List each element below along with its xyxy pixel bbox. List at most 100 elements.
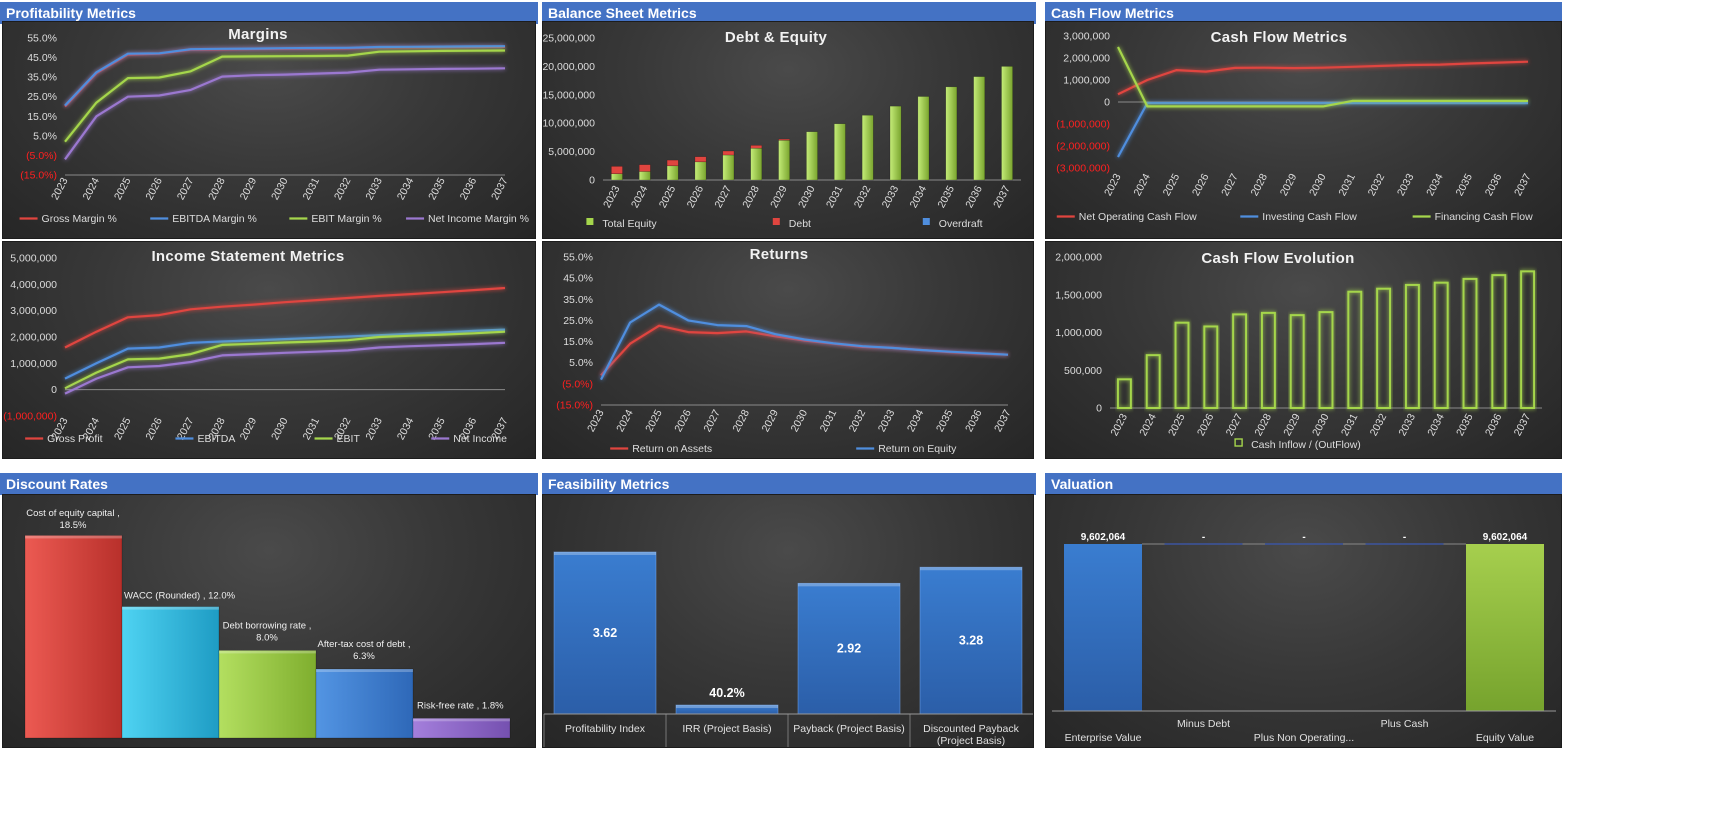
data-label-line: 8.0% [256,632,278,643]
y-tick-label: 5,000,000 [10,253,57,265]
legend-item: Gross Margin % [19,213,117,225]
y-tick-label: (15.0%) [20,170,57,182]
bar [1433,281,1449,409]
legend-item: Net Income [431,433,507,445]
y-tick-label: 1,000,000 [1063,75,1110,87]
margins-chart: Margins 55.0% 45.0% 35.0% 25.0% 15.0% 5.0% (5.0… [19,26,529,225]
section-header-cash-flow: Cash Flow Metrics [1045,2,1562,24]
legend-item: EBIT Margin % [289,213,382,225]
bar [694,161,707,181]
cash-flow-metrics-chart-panel: Cash Flow Metrics 3,000,000 2,000,000 1,000… [1045,21,1562,239]
data-label: Cost of equity capital ,18.5% [26,508,119,531]
bar [834,123,846,181]
series-line-net-operating-cash-flow [1117,60,1529,96]
data-label: After-tax cost of debt ,6.3% [318,639,411,662]
y-tick-label: 5.0% [569,357,593,369]
bar [315,668,414,739]
data-label: 9,602,064 [1081,532,1126,543]
bar [1318,311,1334,409]
x-tick-label: 2024 [1137,412,1159,438]
data-label-line: 18.5% [60,520,87,531]
category-label: Profitability Index [565,723,646,735]
x-tick-label: 2028 [1252,412,1274,438]
category-label: Minus Debt [1177,718,1230,730]
bar [24,535,123,739]
legend-item: Net Operating Cash Flow [1056,211,1197,223]
x-tick-label: 2033 [1396,412,1418,438]
x-tick-label: 2037 [991,184,1013,210]
y-tick-label: 10,000,000 [543,118,595,130]
x-tick-label: 2034 [395,416,417,442]
series-line-ebit-margin- [64,49,506,143]
chart-title: Cash Flow Evolution [1201,250,1354,267]
x-tick-label: 2035 [426,176,448,202]
x-tick-label: 2027 [1219,172,1241,198]
bar-top-highlight [413,718,510,722]
y-tick-label: 25.0% [563,315,593,327]
category-label: Plus Non Operating... [1254,732,1354,744]
legend-swatch [772,218,780,225]
y-tick-label: 15.0% [563,336,593,348]
x-tick-label: 2032 [852,184,874,210]
data-label: 40.2% [709,686,744,700]
y-tick-label: 4,000,000 [10,279,57,291]
category-label: Equity Value [1476,732,1534,744]
bar [121,606,220,739]
x-tick-label: 2024 [81,176,103,202]
bar [917,96,930,181]
y-tick-label: (15.0%) [556,400,593,412]
data-label-line: Debt borrowing rate , [223,620,312,631]
x-tick-label: 2028 [1249,172,1271,198]
y-tick-label: 2,000,000 [1055,252,1102,264]
data-label-line: Cost of equity capital , [26,508,119,519]
y-tick-label: 15,000,000 [543,89,595,101]
y-tick-label: (1,000,000) [3,411,57,423]
chart-title: Cash Flow Metrics [1211,29,1348,46]
y-tick-label: 45.0% [27,52,57,64]
legend-label: Net Income [453,433,507,445]
bar [1520,270,1536,409]
x-tick-label: 2036 [1483,172,1505,198]
legend-item: EBITDA Margin % [150,213,257,225]
x-tick-label: 2036 [1483,412,1505,438]
x-tick-label: 2030 [269,176,291,202]
series-line-net-income [64,341,506,395]
x-tick-label: 2030 [1310,412,1332,438]
x-tick-label: 2028 [206,176,228,202]
x-tick-label: 2025 [657,184,679,210]
bar [666,159,679,167]
bar-top-highlight [316,669,413,673]
y-tick-label: 20,000,000 [543,61,595,73]
data-label-line: WACC (Rounded) , 12.0% [124,591,236,602]
bar [797,582,901,715]
legend-label: Gross Margin % [42,213,117,225]
category-label: IRR (Project Basis) [682,723,771,735]
y-tick-label: 1,000,000 [10,358,57,370]
y-tick-label: 35.0% [563,294,593,306]
series-line-return-on-equity [600,303,1009,381]
x-tick-label: 2024 [629,184,651,210]
bar [666,165,679,181]
x-tick-label: 2026 [685,184,707,210]
x-tick-label: 2029 [238,176,260,202]
y-tick-label: 55.0% [563,252,593,264]
bar-top-highlight [920,567,1022,571]
income-statement-chart: Income Statement Metrics 5,000,000 4,000,0… [3,248,510,445]
bar [1174,321,1190,409]
bar [861,114,874,181]
section-header-profitability: Profitability Metrics [0,2,538,24]
discount-rates-chart: Cost of equity capital ,18.5% WACC (Round… [24,508,511,739]
bar [889,105,902,181]
y-tick-label: 0 [589,175,595,187]
x-tick-label: 2023 [585,408,607,434]
bar [1145,354,1161,409]
legend-item: Investing Cash Flow [1240,211,1357,223]
data-label: - [1202,532,1205,543]
legend-label: Financing Cash Flow [1435,211,1533,223]
bar-top-highlight [122,606,219,610]
returns-chart: Returns 55.0% 45.0% 35.0% 25.0% 15.0% 5.0% (5.0… [556,246,1013,455]
legend-item: EBIT [314,433,360,445]
bar [553,551,657,715]
x-tick-label: 2029 [768,184,790,210]
series-line-ebit [64,330,506,390]
